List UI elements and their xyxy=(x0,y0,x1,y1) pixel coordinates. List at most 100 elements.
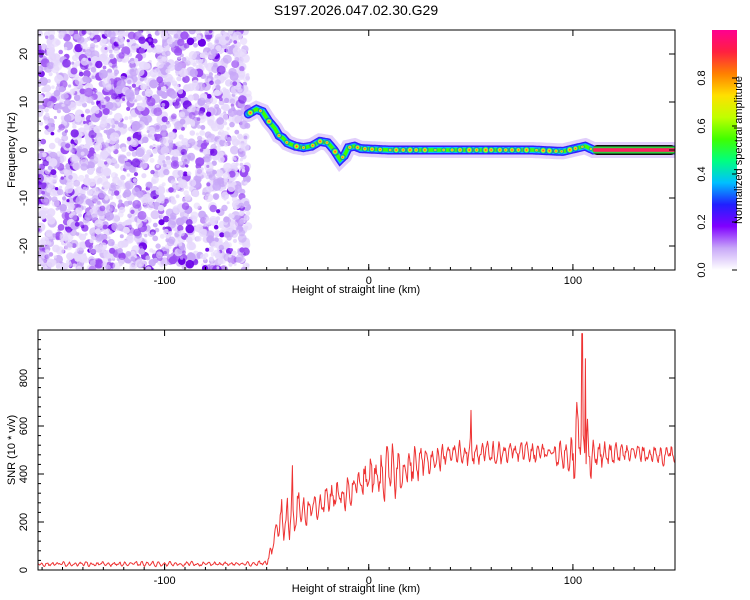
noise-speck xyxy=(204,193,214,203)
snr-ticks: -100 0 100 0 200 400 600 800 xyxy=(18,330,676,587)
noise-speck xyxy=(228,259,233,263)
noise-speck xyxy=(232,81,238,86)
noise-speck xyxy=(175,142,179,146)
noise-speck xyxy=(57,224,65,231)
noise-speck xyxy=(160,199,165,204)
noise-speck xyxy=(150,210,160,220)
noise-speck xyxy=(205,247,210,252)
noise-speck xyxy=(220,133,228,141)
noise-speck xyxy=(115,36,125,45)
noise-speck xyxy=(213,89,221,96)
noise-speck xyxy=(49,173,58,183)
noise-speck xyxy=(41,190,45,195)
ridge-hotspot xyxy=(346,144,353,151)
noise-speck xyxy=(64,170,69,174)
noise-speck xyxy=(108,195,114,200)
noise-speck xyxy=(244,222,253,231)
noise-speck xyxy=(123,189,132,198)
snr-series-line xyxy=(38,333,675,568)
noise-speck xyxy=(53,115,58,120)
noise-speck xyxy=(38,190,41,195)
ridge-hotspot xyxy=(508,146,516,154)
noise-speck xyxy=(139,77,145,82)
noise-speck xyxy=(93,30,100,35)
noise-speck xyxy=(44,198,48,203)
noise-speck xyxy=(134,200,138,204)
ridge-hotspot xyxy=(441,147,447,153)
noise-speck xyxy=(129,45,137,53)
ridge-hotspot xyxy=(412,146,420,154)
noise-speck xyxy=(53,89,61,97)
noise-speck xyxy=(50,131,55,136)
noise-speck xyxy=(74,43,83,53)
noise-speck xyxy=(238,202,245,209)
noise-speck xyxy=(237,234,247,243)
noise-speck xyxy=(48,54,55,62)
noise-speck xyxy=(107,84,112,88)
noise-speck xyxy=(170,179,177,186)
noise-speck xyxy=(226,201,230,205)
noise-speck xyxy=(154,227,160,233)
noise-speck xyxy=(198,229,207,237)
noise-speck xyxy=(102,147,112,156)
noise-speck xyxy=(135,220,143,228)
noise-speck xyxy=(144,88,153,97)
noise-speck xyxy=(75,207,83,215)
noise-speck xyxy=(118,202,122,206)
noise-speck xyxy=(203,154,212,163)
noise-speck xyxy=(239,162,244,167)
noise-speck xyxy=(138,248,145,255)
noise-speck xyxy=(91,213,98,221)
noise-speck xyxy=(148,38,152,42)
noise-speck xyxy=(162,75,166,79)
noise-speck xyxy=(165,155,171,161)
noise-speck xyxy=(180,148,187,156)
noise-speck xyxy=(230,145,239,155)
noise-speck xyxy=(213,141,217,145)
noise-speck xyxy=(131,83,136,88)
noise-speck xyxy=(200,125,206,130)
noise-speck xyxy=(144,77,151,84)
noise-speck xyxy=(209,217,218,226)
noise-speck xyxy=(145,266,152,270)
noise-speck xyxy=(201,265,208,270)
noise-speck xyxy=(64,184,74,194)
noise-speck xyxy=(74,76,84,86)
noise-speck xyxy=(183,84,191,92)
noise-speck xyxy=(168,187,174,193)
noise-speck xyxy=(135,147,145,158)
noise-speck xyxy=(185,219,193,226)
noise-speck xyxy=(127,79,132,85)
noise-speck xyxy=(226,137,232,142)
noise-speck xyxy=(239,247,245,253)
noise-speck xyxy=(80,57,89,66)
noise-speck xyxy=(45,112,50,118)
noise-speck xyxy=(134,57,139,63)
noise-speck xyxy=(82,186,88,192)
noise-speck xyxy=(238,74,244,80)
noise-speck xyxy=(119,262,123,267)
noise-speck xyxy=(188,105,196,113)
ridge-hotspot xyxy=(324,139,330,146)
noise-speck xyxy=(82,257,89,264)
noise-speck xyxy=(117,211,124,218)
noise-speck xyxy=(87,77,93,83)
noise-speck xyxy=(64,129,69,133)
noise-speck xyxy=(39,104,44,110)
noise-speck xyxy=(210,258,214,263)
noise-speck xyxy=(111,242,115,245)
noise-speck xyxy=(188,112,196,119)
noise-speck xyxy=(183,42,190,49)
noise-speck xyxy=(69,148,74,153)
noise-speck xyxy=(230,103,235,107)
noise-speck xyxy=(138,36,146,44)
noise-speck xyxy=(215,169,224,178)
noise-speck xyxy=(85,198,92,205)
noise-speck xyxy=(62,58,71,68)
ridge-hotspot xyxy=(246,108,255,118)
noise-speck xyxy=(100,98,107,106)
noise-speck xyxy=(121,146,127,152)
noise-speck xyxy=(46,208,56,217)
noise-speck xyxy=(91,101,95,105)
noise-speck xyxy=(214,104,220,109)
